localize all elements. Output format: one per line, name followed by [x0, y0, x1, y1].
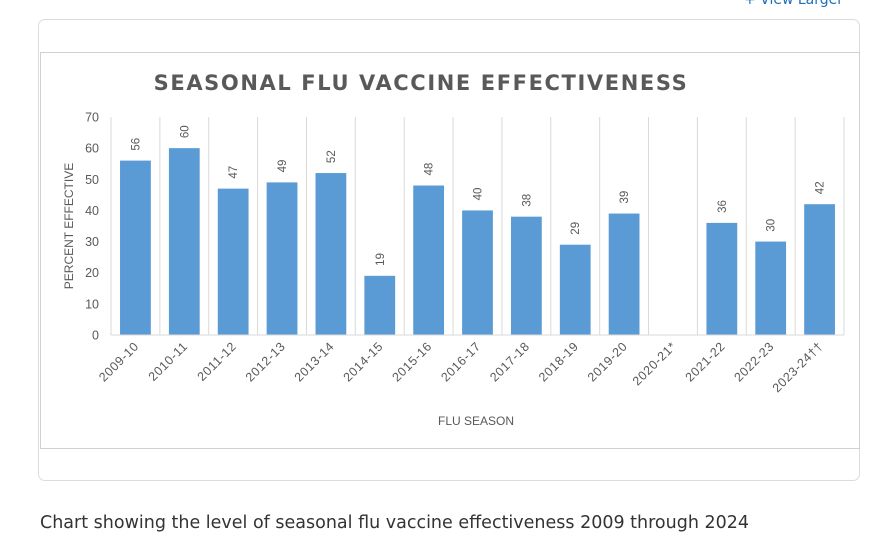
y-tick-label: 40: [85, 204, 99, 218]
bar: [315, 173, 347, 335]
data-label: 47: [228, 166, 240, 179]
bar: [217, 188, 249, 335]
data-label: 52: [326, 150, 338, 163]
bar: [120, 160, 151, 335]
x-tick-label: 2009-10: [96, 339, 141, 384]
x-tick-label: 2021-22: [683, 339, 728, 384]
data-label: 39: [619, 191, 631, 204]
x-tick-label: 2015-16: [389, 339, 434, 384]
bar: [364, 275, 396, 335]
chart-caption: Chart showing the level of seasonal flu …: [40, 513, 750, 533]
x-tick-label: 2020-21*: [630, 339, 679, 388]
data-label: 48: [424, 163, 436, 176]
y-tick-label: 70: [85, 111, 99, 125]
x-tick-label: 2019-20: [585, 339, 630, 384]
data-label: 42: [815, 181, 827, 194]
y-tick-label: 0: [92, 329, 99, 343]
x-tick-label: 2011-12: [195, 339, 240, 384]
y-tick-label: 60: [85, 142, 99, 156]
data-label: 56: [130, 138, 142, 151]
bar: [706, 222, 738, 335]
data-label: 36: [717, 200, 729, 213]
x-tick-label: 2017-18: [487, 339, 532, 384]
chart-title: SEASONAL FLU VACCINE EFFECTIVENESS: [154, 71, 689, 95]
view-larger-link[interactable]: + View Larger: [744, 0, 843, 8]
bar: [413, 185, 445, 335]
grid-lines: [110, 117, 845, 335]
x-tick-label: 2016-17: [438, 339, 483, 384]
data-label: 29: [570, 222, 582, 235]
x-tick-label: 2018-19: [536, 339, 581, 384]
bar: [168, 148, 200, 335]
x-tick-label: 2022-23: [732, 339, 777, 384]
data-label: 19: [375, 253, 387, 266]
y-tick-label: 50: [85, 173, 99, 187]
y-tick-label: 30: [85, 235, 99, 249]
data-label: 30: [766, 219, 778, 232]
bar: [755, 241, 787, 335]
x-tick-label: 2014-15: [341, 339, 386, 384]
bars: 56 60 47 49 52 19 48 40 38 29 39 36 30 42: [120, 125, 835, 335]
bar: [608, 213, 640, 335]
data-label: 49: [277, 160, 289, 173]
x-tick-label: 2013-14: [292, 339, 337, 384]
data-label: 38: [521, 194, 533, 207]
bar: [510, 216, 542, 335]
data-label: 40: [473, 188, 485, 201]
x-tick-label: 2012-13: [243, 339, 288, 384]
bar: [559, 244, 591, 335]
flu-effectiveness-chart: SEASONAL FLU VACCINE EFFECTIVENESS 56 60 4…: [62, 71, 845, 428]
y-tick-label: 20: [85, 266, 99, 280]
data-label: 60: [179, 125, 191, 138]
x-tick-label: 2023-24††: [770, 339, 826, 395]
bar: [266, 182, 298, 335]
y-tick-label: 10: [85, 297, 99, 311]
y-axis-label: PERCENT EFFECTIVE: [62, 163, 76, 289]
bar: [804, 204, 835, 335]
bar: [462, 210, 493, 335]
x-tick-label: 2010-11: [146, 339, 191, 384]
x-axis-label: FLU SEASON: [438, 414, 514, 428]
